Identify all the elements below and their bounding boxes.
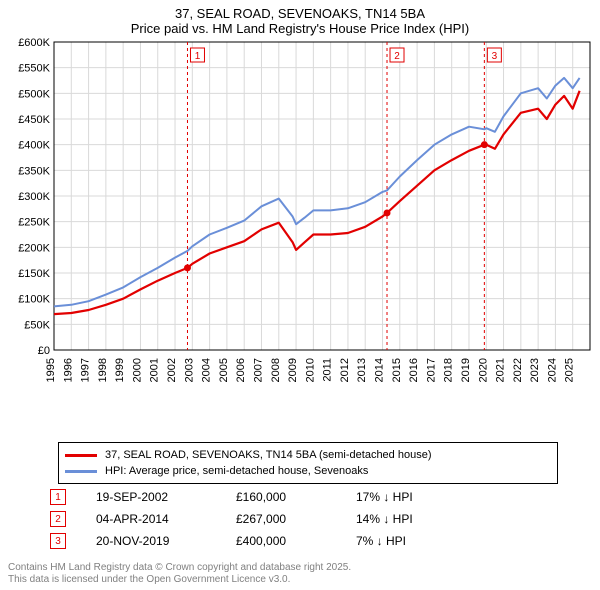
y-tick-label: £50K — [24, 319, 50, 331]
sale-row: 2 04-APR-2014£267,00014% ↓ HPI — [50, 508, 413, 530]
y-tick-label: £150K — [18, 268, 50, 280]
legend-item: HPI: Average price, semi-detached house,… — [65, 463, 551, 479]
x-tick-label: 2021 — [495, 358, 507, 382]
sale-diff: 14% ↓ HPI — [356, 512, 413, 526]
sale-diff: 7% ↓ HPI — [356, 534, 406, 548]
x-tick-label: 2002 — [166, 358, 178, 382]
legend-item: 37, SEAL ROAD, SEVENOAKS, TN14 5BA (semi… — [65, 447, 551, 463]
y-tick-label: £250K — [18, 217, 50, 229]
sale-date: 19-SEP-2002 — [96, 490, 236, 504]
x-tick-label: 2001 — [149, 358, 161, 382]
x-tick-label: 2003 — [183, 358, 195, 382]
y-tick-label: £450K — [18, 114, 50, 126]
y-tick-label: £550K — [18, 63, 50, 75]
sales-table: 1 19-SEP-2002£160,00017% ↓ HPI 2 04-APR-201… — [50, 486, 413, 552]
x-tick-label: 2023 — [529, 358, 541, 382]
x-tick-label: 1997 — [80, 358, 92, 382]
legend: 37, SEAL ROAD, SEVENOAKS, TN14 5BA (semi… — [58, 442, 558, 484]
sale-row-marker: 2 — [50, 511, 66, 527]
x-tick-label: 1995 — [45, 358, 57, 382]
x-tick-label: 2009 — [287, 358, 299, 382]
x-tick-label: 2017 — [425, 358, 437, 382]
sale-row: 1 19-SEP-2002£160,00017% ↓ HPI — [50, 486, 413, 508]
y-tick-label: £500K — [18, 88, 50, 100]
sale-point — [184, 264, 191, 271]
y-tick-label: £100K — [18, 294, 50, 306]
chart-title-line2: Price paid vs. HM Land Registry's House … — [0, 21, 600, 36]
sale-diff: 17% ↓ HPI — [356, 490, 413, 504]
x-tick-label: 2010 — [304, 358, 316, 382]
footer-attribution: Contains HM Land Registry data © Crown c… — [8, 562, 351, 586]
x-tick-label: 1996 — [62, 358, 74, 382]
chart-title-block: 37, SEAL ROAD, SEVENOAKS, TN14 5BA Price… — [0, 0, 600, 36]
x-tick-label: 2024 — [546, 358, 558, 382]
y-tick-label: £600K — [18, 37, 50, 49]
legend-label: 37, SEAL ROAD, SEVENOAKS, TN14 5BA (semi… — [105, 447, 432, 463]
y-tick-label: £0 — [38, 345, 50, 357]
line-chart: £0 £50K £100K £150K £200K £250K £300K £350K £400… — [0, 36, 600, 396]
x-tick-label: 2012 — [339, 358, 351, 382]
sale-date: 20-NOV-2019 — [96, 534, 236, 548]
x-tick-label: 2000 — [131, 358, 143, 382]
x-tick-label: 2006 — [235, 358, 247, 382]
legend-label: HPI: Average price, semi-detached house,… — [105, 463, 368, 479]
sale-date: 04-APR-2014 — [96, 512, 236, 526]
x-tick-label: 2019 — [460, 358, 472, 382]
chart-title-line1: 37, SEAL ROAD, SEVENOAKS, TN14 5BA — [0, 6, 600, 21]
chart-area: £0 £50K £100K £150K £200K £250K £300K £350K £400… — [0, 36, 600, 441]
x-tick-label: 1999 — [114, 358, 126, 382]
sale-marker-number: 3 — [492, 51, 498, 62]
sale-price: £160,000 — [236, 490, 356, 504]
x-tick-label: 2007 — [252, 358, 264, 382]
y-tick-label: £350K — [18, 165, 50, 177]
y-tick-label: £200K — [18, 242, 50, 254]
footer-line1: Contains HM Land Registry data © Crown c… — [8, 562, 351, 574]
y-tick-label: £400K — [18, 140, 50, 152]
footer-line2: This data is licensed under the Open Gov… — [8, 574, 351, 586]
sale-point — [481, 141, 488, 148]
x-tick-label: 1998 — [97, 358, 109, 382]
sale-price: £400,000 — [236, 534, 356, 548]
legend-swatch — [65, 470, 97, 473]
x-tick-label: 2014 — [374, 358, 386, 382]
x-tick-label: 2011 — [322, 358, 334, 382]
sale-row: 3 20-NOV-2019£400,0007% ↓ HPI — [50, 530, 413, 552]
x-tick-label: 2018 — [443, 358, 455, 382]
sale-marker-number: 2 — [394, 51, 400, 62]
x-tick-label: 2016 — [408, 358, 420, 382]
sale-point — [384, 209, 391, 216]
x-tick-label: 2025 — [564, 358, 576, 382]
x-tick-label: 2004 — [201, 358, 213, 382]
x-tick-label: 2022 — [512, 358, 524, 382]
x-tick-label: 2005 — [218, 358, 230, 382]
x-tick-label: 2013 — [356, 358, 368, 382]
x-tick-label: 2015 — [391, 358, 403, 382]
sale-row-marker: 1 — [50, 489, 66, 505]
y-tick-label: £300K — [18, 191, 50, 203]
legend-swatch — [65, 454, 97, 457]
sale-marker-number: 1 — [195, 51, 201, 62]
x-tick-label: 2020 — [477, 358, 489, 382]
sale-price: £267,000 — [236, 512, 356, 526]
sale-row-marker: 3 — [50, 533, 66, 549]
x-tick-label: 2008 — [270, 358, 282, 382]
